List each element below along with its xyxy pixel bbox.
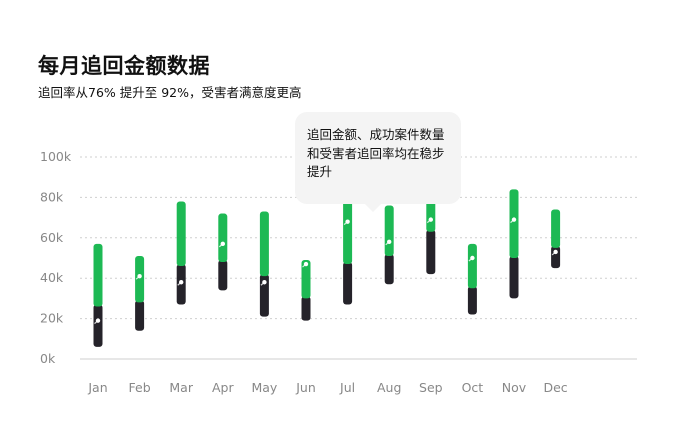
- x-tick-label: Jun: [295, 380, 316, 395]
- marker-point: [179, 280, 184, 285]
- x-tick-label: Oct: [462, 380, 484, 395]
- bar-upper-segment: [93, 243, 103, 307]
- bar-lower-segment: [135, 300, 145, 331]
- y-tick-label: 20k: [40, 311, 64, 326]
- bar-upper-segment: [135, 255, 145, 303]
- marker-point: [262, 280, 267, 285]
- x-tick-label: Feb: [129, 380, 151, 395]
- bar-lower-segment: [551, 245, 561, 269]
- marker-point: [428, 217, 433, 222]
- x-tick-label: Sep: [419, 380, 443, 395]
- marker-point: [345, 219, 350, 224]
- y-tick-label: 60k: [40, 230, 64, 245]
- bar-upper-segment: [551, 209, 561, 248]
- bar-upper-segment: [259, 211, 269, 277]
- marker-point: [220, 241, 225, 247]
- x-tick-label: Jul: [339, 380, 355, 395]
- bar-upper-segment: [343, 199, 353, 265]
- marker-point: [303, 261, 309, 267]
- marker-point: [511, 217, 517, 222]
- tooltip-arrow: [365, 204, 381, 212]
- bar-upper-segment: [301, 260, 311, 299]
- y-tick-label: 100k: [40, 149, 72, 164]
- x-tick-label: May: [251, 380, 277, 395]
- bar-lower-segment: [301, 296, 311, 321]
- bar-lower-segment: [343, 262, 353, 305]
- bar-lower-segment: [93, 304, 103, 347]
- y-tick-label: 80k: [40, 189, 64, 204]
- tooltip-text: 追回金额、成功案件数量和受害者追回率均在稳步提升: [307, 127, 445, 179]
- bar-lower-segment: [218, 260, 228, 291]
- chart-subtitle: 追回率从76% 提升至 92%，受害者满意度更高: [38, 85, 302, 100]
- x-tick-label: Jan: [87, 380, 107, 395]
- bar-lower-segment: [467, 286, 477, 315]
- marker-point: [137, 273, 142, 279]
- bar-upper-segment: [467, 243, 477, 289]
- chart-title: 每月追回金额数据: [38, 54, 210, 78]
- marker-point: [387, 239, 392, 245]
- bar-lower-segment: [426, 229, 436, 275]
- marker-point: [553, 249, 558, 255]
- chart-tooltip: 追回金额、成功案件数量和受害者追回率均在稳步提升: [295, 112, 461, 212]
- y-tick-label: 40k: [40, 270, 64, 285]
- bar-lower-segment: [384, 253, 394, 285]
- y-tick-label: 0k: [40, 351, 56, 366]
- x-tick-label: Mar: [169, 380, 193, 395]
- bar-upper-segment: [384, 205, 394, 256]
- bar-lower-segment: [509, 255, 519, 299]
- bar-upper-segment: [509, 189, 519, 258]
- bar-upper-segment: [176, 201, 186, 267]
- bar-upper-segment: [218, 213, 228, 263]
- x-tick-label: Dec: [543, 380, 567, 395]
- x-tick-label: Aug: [377, 380, 401, 395]
- x-tick-label: Nov: [502, 380, 527, 395]
- x-tick-label: Apr: [212, 380, 234, 395]
- marker-point: [470, 255, 475, 261]
- marker-point: [95, 318, 101, 323]
